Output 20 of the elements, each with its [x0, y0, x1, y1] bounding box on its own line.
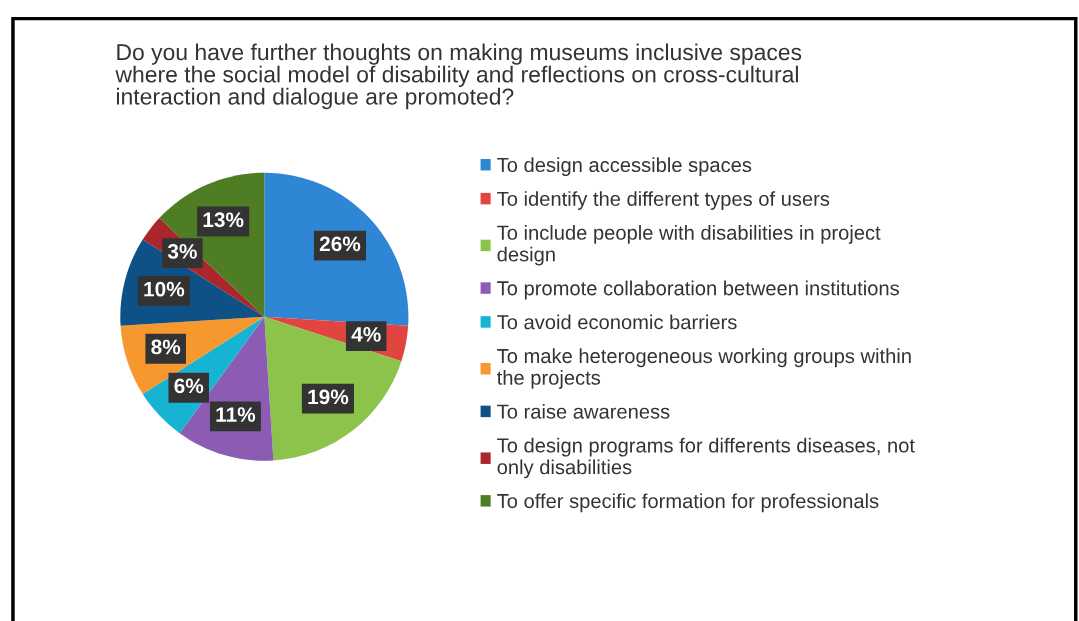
data-label: 19%	[308, 389, 349, 405]
legend-label: To promote collaboration between institutions	[497, 280, 899, 300]
data-label: 26%	[319, 236, 361, 252]
data-label: 8%	[151, 339, 181, 355]
legend-label: To raise awareness	[497, 403, 670, 419]
data-label: 11%	[216, 407, 256, 422]
legend-label: To include people with disabilities in project design	[497, 225, 881, 266]
data-label: 3%	[167, 243, 197, 259]
pie-slice	[264, 172, 409, 326]
legend-label: To offer specific formation for professionals	[497, 493, 879, 513]
legend-label: To design programs for differents diseases, not only disabilities	[497, 437, 915, 479]
legend-label: To avoid economic barriers	[497, 314, 737, 330]
data-label: 10%	[144, 281, 185, 297]
legend-label: To identify the different types of users	[497, 191, 830, 210]
data-label: 4%	[351, 327, 381, 342]
data-label: 13%	[203, 212, 244, 228]
data-label: 6%	[174, 378, 204, 394]
legend-label: To design accessible spaces	[497, 157, 752, 177]
legend-label: To make heterogeneous working groups within the projects	[497, 348, 911, 389]
chart-title: Do you have further thoughts on making museums inclusive spaces where the social model of disability and reflections on cross-cultural interaction and dialogue are promoted?	[115, 43, 802, 110]
